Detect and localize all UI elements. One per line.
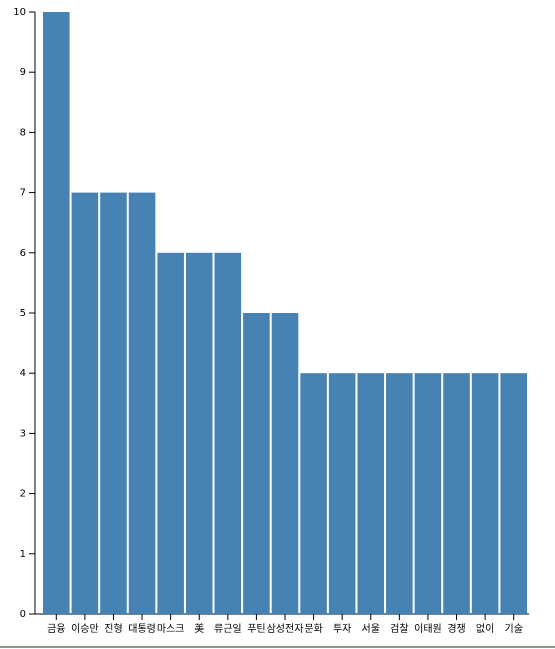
y-tick-label: 4 [20, 368, 26, 379]
bar [443, 373, 470, 614]
bar [471, 373, 499, 614]
bar [243, 313, 270, 614]
x-tick-label: 없이 [476, 622, 494, 635]
x-tick-label: 기술 [505, 623, 523, 635]
x-tick-label: 경쟁 [447, 622, 465, 635]
bar [100, 192, 127, 614]
y-tick-label: 2 [20, 489, 26, 500]
x-tick-label: 진형 [104, 623, 122, 635]
bar [214, 252, 242, 615]
y-tick-label: 8 [20, 127, 26, 138]
x-tick-label: 대통령 [128, 623, 156, 635]
x-tick-label: 투자 [333, 623, 351, 635]
y-tick-label: 0 [20, 609, 26, 620]
x-tick-label: 푸틴 [247, 623, 265, 635]
x-tick-label: 류근일 [214, 623, 242, 635]
x-tick-label: 이태원 [414, 623, 442, 635]
y-tick-label: 5 [20, 308, 26, 319]
y-tick-label: 10 [13, 7, 26, 18]
bar [386, 373, 413, 614]
bar [357, 373, 385, 614]
bar [71, 192, 99, 614]
bar [414, 373, 442, 614]
y-tick-label: 1 [20, 549, 26, 560]
bar [185, 252, 213, 615]
x-tick-label: 검찰 [390, 623, 408, 635]
y-tick-label: 9 [20, 67, 26, 78]
bar [128, 192, 156, 614]
bar [300, 373, 327, 614]
x-tick-label: 금융 [47, 623, 65, 635]
x-tick-label: 문화 [304, 623, 322, 635]
bar [328, 373, 356, 614]
bar [271, 313, 299, 614]
y-tick-label: 6 [20, 248, 26, 259]
bar [500, 373, 527, 614]
x-tick-label: 삼성전자 [267, 623, 304, 635]
y-tick-label: 3 [20, 428, 26, 439]
bar [157, 252, 184, 615]
y-tick-label: 7 [20, 188, 26, 199]
bar [43, 12, 70, 614]
x-tick-label: 이승만 [71, 623, 99, 635]
x-tick-label: 마스크 [157, 623, 185, 635]
x-tick-label: 서울 [362, 623, 380, 635]
x-tick-label: 美 [194, 622, 204, 635]
